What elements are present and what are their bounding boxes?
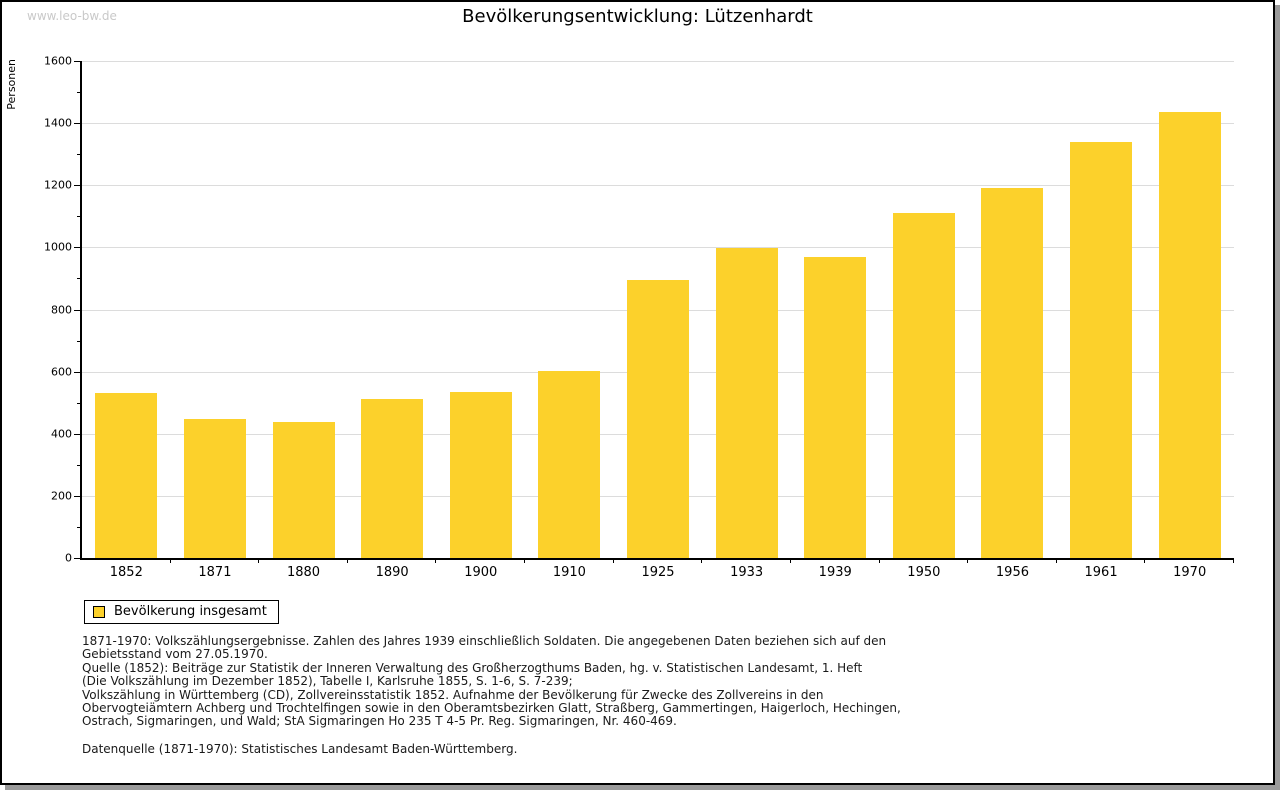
gridline xyxy=(82,185,1234,187)
y-axis-minor-tick xyxy=(77,278,80,280)
y-axis-tick-label: 600 xyxy=(51,365,72,379)
gridline xyxy=(82,123,1234,125)
y-axis-tick-label: 1000 xyxy=(44,240,72,254)
y-axis-tick xyxy=(74,309,80,311)
y-axis-tick-label: 1400 xyxy=(44,116,72,130)
y-axis-tick xyxy=(74,371,80,373)
footer-line: Ostrach, Sigmaringen, und Wald; StA Sigm… xyxy=(82,714,677,729)
y-axis-tick xyxy=(74,123,80,125)
bar xyxy=(538,370,601,558)
y-axis-tick-label: 400 xyxy=(51,427,72,441)
y-axis-tick xyxy=(74,495,80,497)
y-axis-tick xyxy=(74,61,80,62)
bar xyxy=(1070,141,1133,558)
y-axis-tick xyxy=(74,558,80,559)
y-axis-tick xyxy=(74,185,80,187)
x-axis-tick xyxy=(1233,558,1234,563)
legend-swatch-icon xyxy=(93,605,105,618)
x-axis-tick xyxy=(524,558,526,563)
x-axis-tick-label: 1970 xyxy=(1173,565,1207,580)
chart-title: Bevölkerungsentwicklung: Lützenhardt xyxy=(462,6,813,27)
x-axis-tick xyxy=(435,558,437,563)
gridline xyxy=(82,247,1234,249)
bar xyxy=(449,392,512,558)
bar xyxy=(627,280,689,558)
legend-label: Bevölkerung insgesamt xyxy=(114,604,267,619)
bar xyxy=(1158,111,1221,558)
bar xyxy=(183,419,246,558)
x-axis-tick-label: 1880 xyxy=(286,565,321,580)
x-axis-tick-label: 1956 xyxy=(995,565,1029,580)
x-axis-tick xyxy=(701,558,703,563)
plot-area: 0 200 400 600 800 1000 1200 1400 1600 1852 1871 188… xyxy=(44,55,1234,580)
y-axis-tick xyxy=(74,433,80,435)
y-axis-minor-tick xyxy=(77,464,80,466)
y-axis-tick-label: 1600 xyxy=(44,54,72,68)
x-axis-tick xyxy=(1144,558,1146,563)
bar xyxy=(272,421,335,558)
bar xyxy=(95,393,158,558)
x-axis-tick-label: 1871 xyxy=(198,565,232,580)
y-axis-minor-tick xyxy=(77,154,80,156)
x-axis-tick xyxy=(169,558,171,563)
bar xyxy=(361,399,424,558)
y-axis-tick-label: 200 xyxy=(51,489,72,503)
x-axis-tick xyxy=(1055,558,1057,563)
x-axis-tick xyxy=(878,558,880,563)
watermark: www.leo-bw.de xyxy=(27,9,117,23)
x-axis-tick-label: 1925 xyxy=(641,565,675,580)
x-axis-tick xyxy=(967,558,969,563)
x-axis-tick xyxy=(346,558,348,563)
y-axis-tick-label: 800 xyxy=(51,303,72,316)
x-axis-tick-label: 1950 xyxy=(907,565,941,580)
y-axis-tick xyxy=(74,247,80,249)
y-axis-minor-tick xyxy=(77,340,80,342)
legend-box: Bevölkerung insgesamt xyxy=(84,600,279,624)
y-axis-minor-tick xyxy=(77,216,80,218)
footer-line: Obervogteiämtern Achberg und Trochtelfin… xyxy=(82,701,901,716)
x-axis-tick-label: 1852 xyxy=(109,565,143,580)
datasource-line: Datenquelle (1871-1970): Statistisches L… xyxy=(82,741,518,756)
x-axis-tick-label: 1900 xyxy=(464,565,498,580)
bar xyxy=(804,256,867,558)
y-axis-minor-tick xyxy=(77,92,80,94)
x-axis-tick xyxy=(612,558,614,563)
x-axis-tick xyxy=(258,558,260,563)
footer-line: Volkszählung in Württemberg (CD), Zollve… xyxy=(82,687,824,702)
footer-line: (Die Volkszählung im Dezember 1852), Tab… xyxy=(82,674,573,689)
bar xyxy=(892,213,955,558)
x-axis-tick xyxy=(789,558,791,563)
footer-line: 1871-1970: Volkszählungsergebnisse. Zahl… xyxy=(82,634,887,648)
y-axis-tick-label: 0 xyxy=(65,551,72,565)
x-axis-tick-label: 1933 xyxy=(730,565,764,580)
gridline xyxy=(82,61,1234,62)
y-axis-tick-label: 1200 xyxy=(44,178,72,192)
footer-line: Quelle (1852): Beiträge zur Statistik de… xyxy=(82,660,863,675)
bar xyxy=(981,188,1044,558)
bar xyxy=(715,248,778,558)
y-axis-title: Personen xyxy=(5,59,18,110)
footer-note: 1871-1970: Volkszählungsergebnisse. Zahl… xyxy=(82,634,1222,756)
y-axis-minor-tick xyxy=(77,526,80,528)
y-axis-minor-tick xyxy=(77,402,80,404)
x-axis-tick-label: 1961 xyxy=(1084,565,1118,580)
x-axis-tick-label: 1910 xyxy=(552,565,586,580)
x-axis-tick-label: 1890 xyxy=(375,565,409,580)
footer-line: Gebietsstand vom 27.05.1970. xyxy=(82,647,268,662)
x-axis-tick-label: 1939 xyxy=(818,565,852,580)
